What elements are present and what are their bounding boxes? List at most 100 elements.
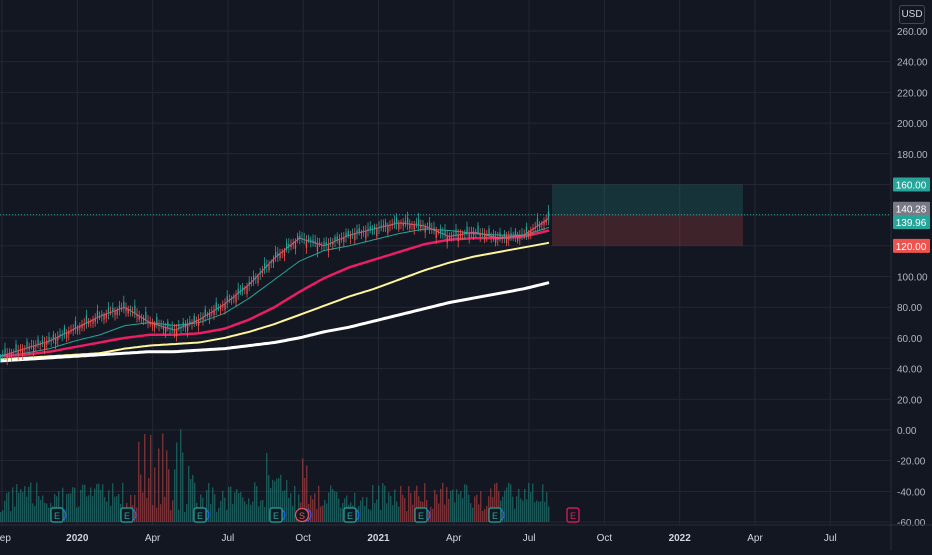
candle-body[interactable] bbox=[121, 308, 123, 310]
earnings-event-marker[interactable]: E bbox=[120, 507, 137, 523]
candle-body[interactable] bbox=[134, 305, 136, 313]
earnings-event-marker[interactable]: E bbox=[193, 507, 210, 523]
candle-body[interactable] bbox=[547, 211, 550, 220]
candle-body[interactable] bbox=[239, 290, 242, 292]
candle-body[interactable] bbox=[453, 234, 455, 236]
candle-body[interactable] bbox=[501, 237, 503, 239]
candle-body[interactable] bbox=[22, 349, 24, 354]
candle-body[interactable] bbox=[431, 228, 433, 230]
candle-body[interactable] bbox=[107, 307, 110, 314]
candle-body[interactable] bbox=[429, 222, 431, 228]
candle-body[interactable] bbox=[160, 325, 162, 327]
candle-body[interactable] bbox=[492, 234, 495, 237]
candle-body[interactable] bbox=[327, 244, 330, 252]
candle-body[interactable] bbox=[503, 233, 506, 238]
split-event-marker[interactable]: S bbox=[294, 507, 312, 523]
candle-body[interactable] bbox=[35, 345, 37, 347]
candle-body[interactable] bbox=[281, 252, 283, 254]
candle-body[interactable] bbox=[103, 315, 105, 320]
candle-body[interactable] bbox=[369, 226, 371, 231]
candle-body[interactable] bbox=[440, 228, 442, 233]
candle-body[interactable] bbox=[83, 324, 85, 326]
candle-body[interactable] bbox=[162, 326, 165, 330]
candle-body[interactable] bbox=[490, 236, 492, 238]
candle-body[interactable] bbox=[81, 325, 83, 328]
candle-body[interactable] bbox=[222, 305, 224, 307]
candle-body[interactable] bbox=[422, 224, 424, 226]
candle-body[interactable] bbox=[525, 226, 528, 234]
candle-body[interactable] bbox=[312, 239, 314, 243]
candle-body[interactable] bbox=[204, 309, 206, 317]
candle-body[interactable] bbox=[129, 308, 132, 311]
candle-body[interactable] bbox=[343, 237, 345, 243]
candle-body[interactable] bbox=[167, 321, 169, 328]
candle-body[interactable] bbox=[147, 321, 149, 323]
candle-body[interactable] bbox=[532, 229, 534, 231]
candle-body[interactable] bbox=[198, 320, 200, 326]
candle-body[interactable] bbox=[92, 320, 94, 324]
candle-body[interactable] bbox=[4, 348, 6, 355]
candle-body[interactable] bbox=[371, 228, 374, 230]
candle-body[interactable] bbox=[367, 228, 369, 231]
candle-body[interactable] bbox=[510, 233, 512, 237]
candle-body[interactable] bbox=[407, 217, 409, 224]
candle-body[interactable] bbox=[475, 231, 477, 233]
candle-body[interactable] bbox=[52, 334, 55, 340]
candle-body[interactable] bbox=[151, 323, 154, 326]
candle-body[interactable] bbox=[33, 346, 35, 352]
candle-body[interactable] bbox=[523, 235, 525, 236]
candle-body[interactable] bbox=[356, 230, 358, 234]
candle-body[interactable] bbox=[294, 241, 297, 249]
candle-body[interactable] bbox=[349, 234, 352, 239]
candle-body[interactable] bbox=[290, 245, 292, 248]
candle-body[interactable] bbox=[420, 225, 422, 228]
candle-body[interactable] bbox=[303, 238, 305, 240]
candle-body[interactable] bbox=[477, 225, 479, 233]
candle-body[interactable] bbox=[169, 328, 171, 329]
earnings-event-marker[interactable]: E bbox=[50, 507, 67, 523]
candle-body[interactable] bbox=[347, 231, 349, 236]
candle-body[interactable] bbox=[250, 282, 253, 284]
candle-body[interactable] bbox=[215, 302, 217, 310]
candle-body[interactable] bbox=[123, 301, 125, 308]
candle-body[interactable] bbox=[237, 288, 239, 294]
candle-body[interactable] bbox=[90, 321, 92, 322]
candle-body[interactable] bbox=[231, 298, 233, 300]
candle-body[interactable] bbox=[176, 329, 178, 336]
candle-body[interactable] bbox=[389, 225, 391, 227]
candle-body[interactable] bbox=[41, 340, 44, 344]
candle-body[interactable] bbox=[226, 296, 228, 303]
candle-body[interactable] bbox=[46, 342, 48, 345]
candle-body[interactable] bbox=[305, 240, 308, 248]
candle-body[interactable] bbox=[277, 253, 279, 256]
candle-body[interactable] bbox=[253, 276, 255, 281]
candle-body[interactable] bbox=[325, 242, 327, 246]
candle-body[interactable] bbox=[435, 230, 437, 238]
candle-body[interactable] bbox=[156, 316, 158, 325]
candle-body[interactable] bbox=[338, 239, 341, 245]
candle-body[interactable] bbox=[374, 226, 376, 230]
candle-body[interactable] bbox=[398, 223, 400, 230]
earnings-event-marker[interactable]: E bbox=[343, 507, 360, 523]
candle-body[interactable] bbox=[220, 306, 222, 309]
candle-body[interactable] bbox=[479, 233, 481, 237]
candle-body[interactable] bbox=[541, 223, 543, 225]
candle-body[interactable] bbox=[352, 234, 354, 235]
candle-body[interactable] bbox=[402, 223, 404, 226]
candle-body[interactable] bbox=[468, 233, 470, 238]
candle-body[interactable] bbox=[165, 327, 167, 333]
candle-body[interactable] bbox=[206, 314, 209, 316]
candle-body[interactable] bbox=[145, 311, 147, 320]
candle-body[interactable] bbox=[28, 347, 30, 350]
candle-body[interactable] bbox=[6, 354, 8, 360]
candle-body[interactable] bbox=[15, 344, 17, 352]
candle-body[interactable] bbox=[110, 312, 112, 314]
candle-body[interactable] bbox=[446, 235, 448, 243]
candle-body[interactable] bbox=[334, 237, 336, 242]
candle-body[interactable] bbox=[154, 323, 156, 328]
candle-body[interactable] bbox=[497, 237, 499, 240]
candle-body[interactable] bbox=[319, 242, 321, 245]
candle-body[interactable] bbox=[360, 232, 363, 234]
candle-body[interactable] bbox=[184, 325, 187, 328]
candle-body[interactable] bbox=[127, 308, 129, 314]
